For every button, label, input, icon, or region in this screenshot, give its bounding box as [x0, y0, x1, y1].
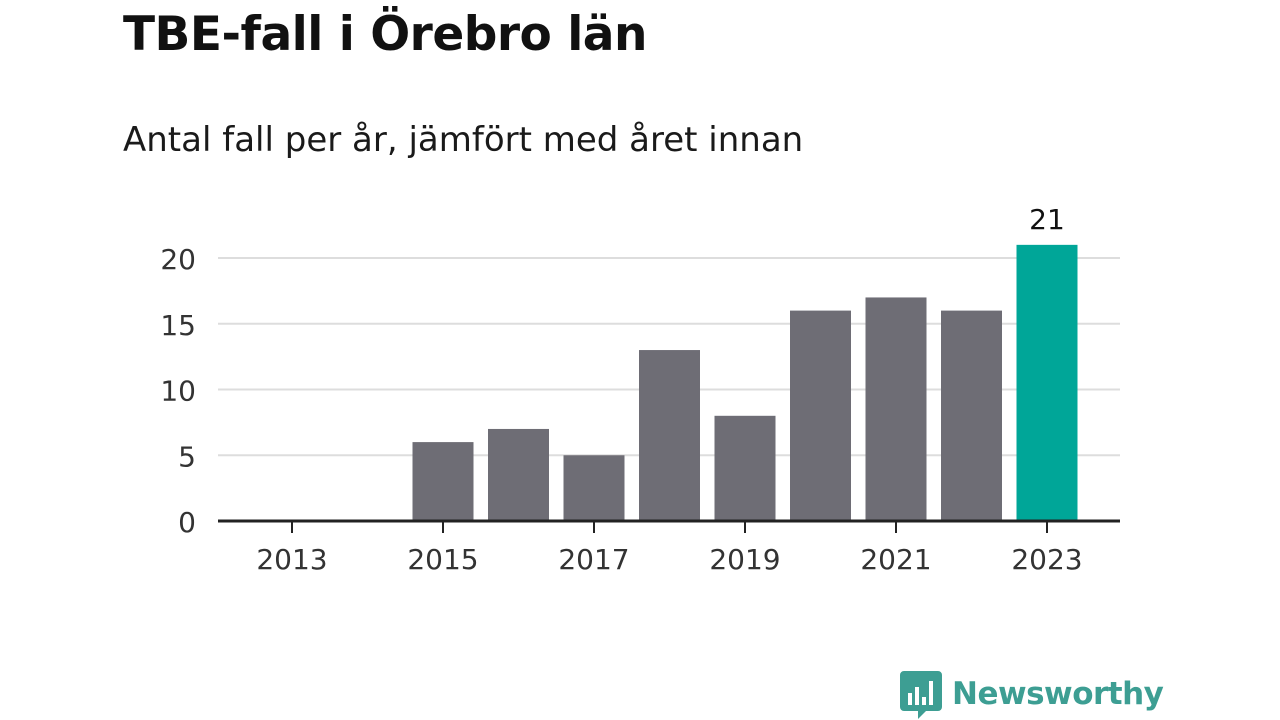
newsworthy-logo: Newsworthy	[900, 668, 1164, 720]
x-tick-label: 2013	[256, 543, 327, 576]
y-tick-label: 5	[178, 440, 196, 473]
bar	[1016, 244, 1078, 521]
bar	[488, 428, 549, 521]
y-tick-label: 15	[160, 309, 196, 342]
x-tick-label: 2021	[860, 543, 931, 576]
y-tick-label: 10	[160, 375, 196, 408]
y-tick-label: 0	[178, 506, 196, 539]
x-tick-label: 2023	[1011, 543, 1082, 576]
x-tick-label: 2015	[407, 543, 478, 576]
bar	[714, 415, 776, 521]
bar	[639, 350, 700, 521]
bar	[941, 310, 1002, 521]
y-tick-label: 20	[160, 243, 196, 276]
bar-chart-speech-bubble-icon	[900, 671, 942, 719]
chart-title: TBE-fall i Örebro län	[123, 7, 648, 62]
bar	[412, 442, 474, 521]
bar	[790, 310, 851, 521]
bar	[563, 455, 625, 521]
bar	[865, 297, 927, 521]
x-tick-label: 2019	[709, 543, 780, 576]
x-tick-label: 2017	[558, 543, 629, 576]
chart-subtitle: Antal fall per år, jämfört med året inna…	[123, 120, 804, 160]
brand-name: Newsworthy	[952, 676, 1164, 712]
data-label: 21	[1029, 203, 1065, 236]
